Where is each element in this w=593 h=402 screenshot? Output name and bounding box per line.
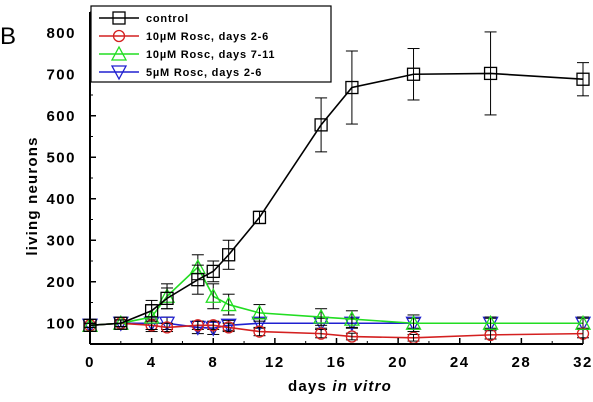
x-tick-label: 32 xyxy=(573,354,593,371)
data-point xyxy=(191,319,204,332)
data-point xyxy=(482,314,499,330)
data-point xyxy=(406,67,421,81)
data-point xyxy=(574,314,592,330)
data-point xyxy=(576,72,590,86)
data-point xyxy=(222,248,236,262)
data-point xyxy=(483,66,498,81)
legend-entry: 5µM Rosc, days 2-6 xyxy=(146,67,262,79)
x-axis-label-italic: in vitro xyxy=(332,378,392,395)
y-tick-label: 800 xyxy=(46,25,76,42)
legend-marker xyxy=(112,11,126,25)
legend-entry: control xyxy=(146,13,189,25)
legend-marker xyxy=(110,45,128,61)
data-point xyxy=(222,321,235,334)
y-axis-label: living neurons xyxy=(24,136,41,255)
data-point xyxy=(220,296,237,312)
data-point xyxy=(220,318,237,334)
x-tick-label: 28 xyxy=(512,354,532,371)
x-tick-label: 4 xyxy=(147,354,157,371)
data-point xyxy=(191,273,205,287)
y-tick-label: 300 xyxy=(46,232,76,249)
y-tick-label: 200 xyxy=(46,274,76,291)
x-tick-label: 0 xyxy=(85,354,95,371)
x-axis-label-prefix: days xyxy=(288,378,332,395)
data-point xyxy=(345,330,359,343)
legend-entry: 10µM Rosc, days 7-11 xyxy=(146,49,275,61)
data-point xyxy=(114,316,128,330)
y-tick-label: 700 xyxy=(46,66,76,83)
data-point xyxy=(314,118,328,132)
x-tick-label: 8 xyxy=(208,354,218,371)
data-point xyxy=(345,80,359,95)
y-tick-label: 500 xyxy=(46,149,76,166)
legend-entry: 10µM Rosc, days 2-6 xyxy=(146,31,269,43)
data-point xyxy=(144,304,159,318)
data-point xyxy=(206,264,220,279)
data-point xyxy=(313,308,330,324)
data-point xyxy=(405,314,422,330)
legend-marker xyxy=(112,29,126,43)
series-0 xyxy=(83,31,590,332)
data-point xyxy=(205,287,222,303)
x-tick-label: 20 xyxy=(388,354,408,371)
x-tick-label: 12 xyxy=(265,354,285,371)
y-tick-label: 400 xyxy=(46,191,76,208)
data-point xyxy=(160,291,174,306)
data-point xyxy=(207,319,220,332)
legend: control 10µM Rosc, days 2-6 10µM Rosc, day… xyxy=(90,5,332,83)
series-2 xyxy=(81,254,592,333)
x-axis-label: days in vitro xyxy=(288,378,392,395)
data-point xyxy=(253,325,266,338)
data-point xyxy=(343,310,360,326)
y-tick-label: 600 xyxy=(46,108,76,125)
data-point xyxy=(314,327,328,340)
panel-label: B xyxy=(0,23,16,50)
legend-marker xyxy=(110,65,128,81)
data-point xyxy=(251,304,268,320)
data-point xyxy=(252,210,267,225)
x-tick-label: 16 xyxy=(327,354,347,371)
y-tick-label: 100 xyxy=(46,315,76,332)
data-point xyxy=(160,321,174,334)
x-tick-label: 24 xyxy=(450,354,470,371)
